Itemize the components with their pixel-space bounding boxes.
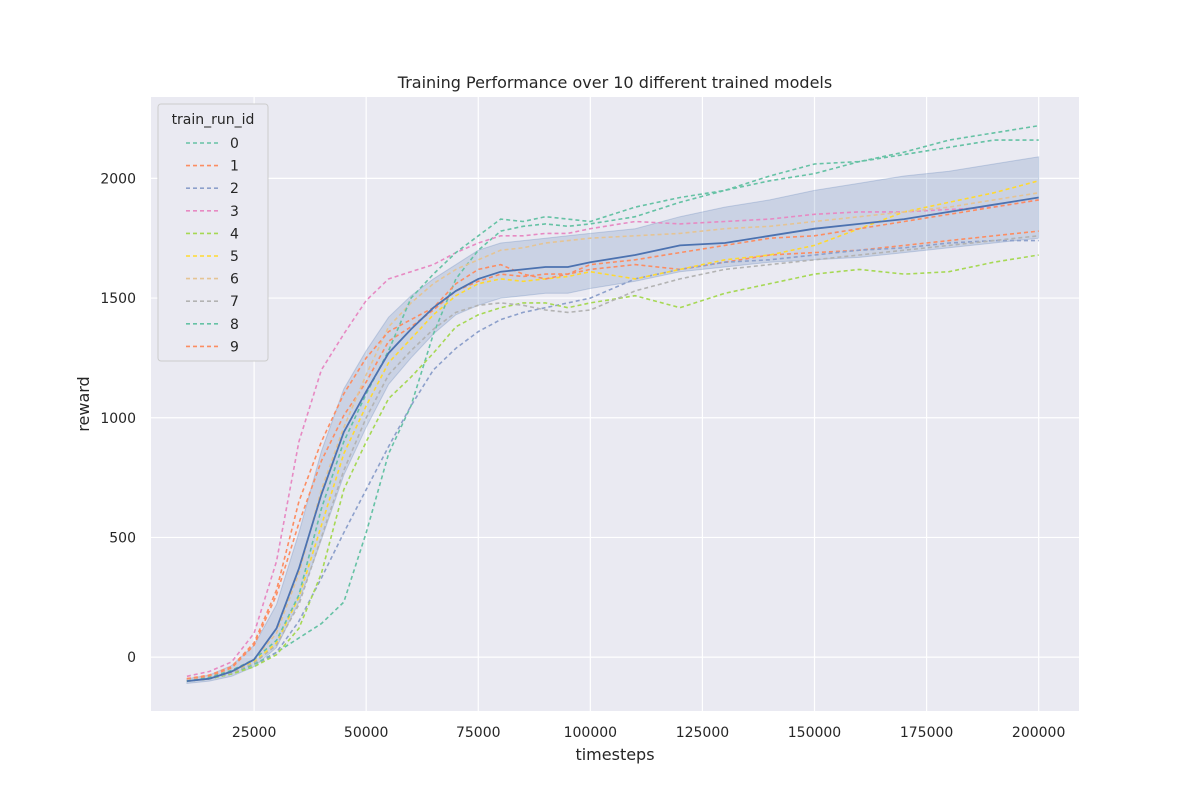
y-tick-label-1: 500 <box>109 530 136 546</box>
chart-title: Training Performance over 10 different t… <box>397 73 832 92</box>
series-lines <box>186 124 1039 682</box>
x-tick-label-0: 25000 <box>232 725 277 741</box>
x-tick-label-7: 200000 <box>1012 725 1065 741</box>
mean-line-path <box>186 196 1039 682</box>
legend-label-3: 3 <box>230 204 239 220</box>
y-axis-label: reward <box>74 376 93 431</box>
x-tick-label-3: 100000 <box>564 725 617 741</box>
series-line-3 <box>186 199 1039 678</box>
legend-label-4: 4 <box>230 226 239 242</box>
legend-title: train_run_id <box>172 112 255 128</box>
x-tick-label-2: 75000 <box>456 725 501 741</box>
series-line-2 <box>186 239 1039 682</box>
mean-line <box>186 196 1039 682</box>
series-line-0 <box>186 139 1039 682</box>
legend-label-1: 1 <box>230 159 239 175</box>
series-line-8 <box>186 124 1039 682</box>
legend-box <box>157 103 269 362</box>
series-line-1 <box>186 230 1039 680</box>
y-tick-label-2: 1000 <box>100 411 136 427</box>
y-tick-labels: 0 500 1000 1500 2000 <box>100 171 136 666</box>
y-tick-label-3: 1500 <box>100 291 136 307</box>
x-tick-label-6: 175000 <box>900 725 953 741</box>
legend-label-6: 6 <box>230 272 239 288</box>
x-axis-label: timesteps <box>575 745 654 764</box>
x-tick-labels: 25000 50000 75000 100000 125000 150000 175000 2… <box>232 725 1066 741</box>
y-tick-label-4: 2000 <box>100 171 136 187</box>
legend-label-2: 2 <box>230 181 239 197</box>
x-tick-label-4: 125000 <box>676 725 729 741</box>
legend-label-8: 8 <box>230 317 239 333</box>
x-tick-label-1: 50000 <box>344 725 389 741</box>
legend-items: 0 1 2 3 4 5 6 7 8 9 <box>186 136 239 355</box>
legend-label-5: 5 <box>230 249 239 265</box>
series-line-7 <box>186 235 1039 682</box>
y-tick-label-0: 0 <box>127 650 136 666</box>
series-line-6 <box>186 192 1039 682</box>
legend-label-7: 7 <box>230 294 239 310</box>
legend-label-0: 0 <box>230 136 239 152</box>
grid <box>151 97 1079 711</box>
legend-label-9: 9 <box>230 339 239 355</box>
series-line-9 <box>186 199 1039 680</box>
series-line-5 <box>186 180 1039 682</box>
x-tick-label-5: 150000 <box>788 725 841 741</box>
legend: train_run_id 0 1 2 3 4 5 6 7 8 9 <box>157 103 269 362</box>
